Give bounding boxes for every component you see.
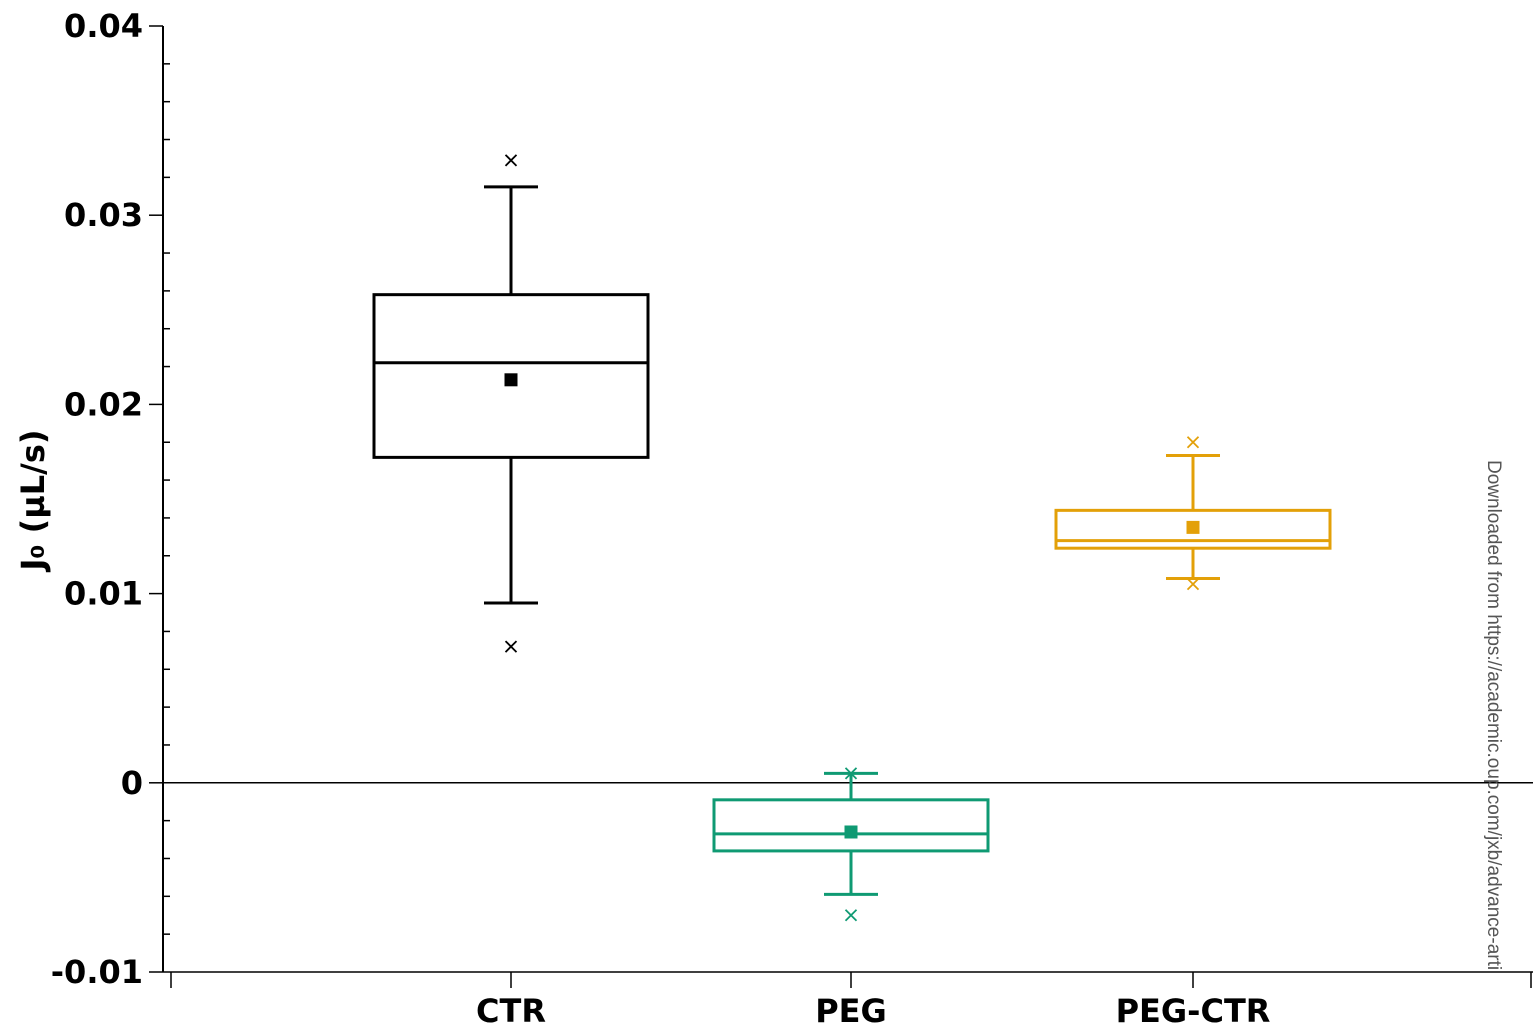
x-category-label: PEG-CTR — [1116, 992, 1271, 1030]
max-marker — [1186, 436, 1200, 449]
y-tick-label: 0.03 — [64, 196, 143, 234]
mean-marker — [504, 373, 518, 387]
iqr-box — [372, 293, 650, 459]
download-watermark: Downloaded from https://academic.oup.com… — [1483, 460, 1504, 971]
max-marker — [504, 154, 518, 167]
max-marker — [844, 767, 858, 780]
iqr-box — [1054, 508, 1332, 550]
cross-stroke — [1186, 436, 1200, 449]
min-marker — [1186, 578, 1200, 591]
y-tick-label: -0.01 — [51, 953, 143, 991]
y-tick-label: 0.02 — [64, 385, 143, 423]
x-category-label: CTR — [476, 992, 546, 1030]
axes: 0.04 0.03 0.02 0.01 0 -0.01 CTR PEG PEG-CTR — [51, 7, 1533, 1030]
min-marker — [504, 640, 518, 653]
mean-marker — [1186, 520, 1200, 534]
cross-stroke — [844, 909, 858, 922]
cross-stroke — [504, 640, 518, 653]
box-peg — [712, 767, 990, 922]
box-peg-ctr — [1054, 436, 1332, 591]
y-tick-label: 0.04 — [64, 7, 143, 45]
mean-marker — [844, 825, 858, 839]
cross-stroke — [844, 767, 858, 780]
cross-stroke — [1186, 578, 1200, 591]
iqr-box — [712, 798, 990, 853]
box-plots — [372, 154, 1332, 922]
y-tick-label: 0.01 — [64, 575, 143, 613]
y-axis-title: J₀ (µL/s) — [14, 430, 52, 573]
cross-stroke — [504, 154, 518, 167]
x-category-label: PEG — [815, 992, 887, 1030]
min-marker — [844, 909, 858, 922]
box-ctr — [372, 154, 650, 653]
y-tick-label: 0 — [121, 764, 143, 802]
